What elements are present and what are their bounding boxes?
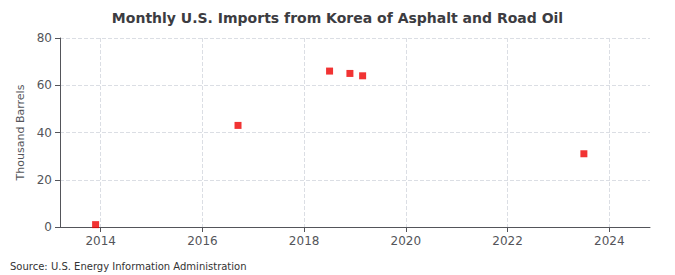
svg-text:2016: 2016: [187, 234, 218, 248]
svg-text:2022: 2022: [492, 234, 523, 248]
svg-text:Source: U.S. Energy Informatio: Source: U.S. Energy Information Administ…: [10, 261, 247, 272]
svg-text:40: 40: [37, 126, 52, 140]
svg-text:2018: 2018: [289, 234, 320, 248]
svg-text:0: 0: [44, 220, 52, 234]
svg-text:20: 20: [37, 173, 52, 187]
svg-text:80: 80: [37, 31, 52, 45]
svg-text:2014: 2014: [85, 234, 116, 248]
svg-text:2024: 2024: [594, 234, 625, 248]
svg-text:2020: 2020: [391, 234, 422, 248]
svg-text:Monthly U.S. Imports from Kore: Monthly U.S. Imports from Korea of Aspha…: [112, 10, 563, 26]
svg-text:Thousand Barrels: Thousand Barrels: [14, 84, 27, 181]
svg-text:60: 60: [37, 78, 52, 92]
